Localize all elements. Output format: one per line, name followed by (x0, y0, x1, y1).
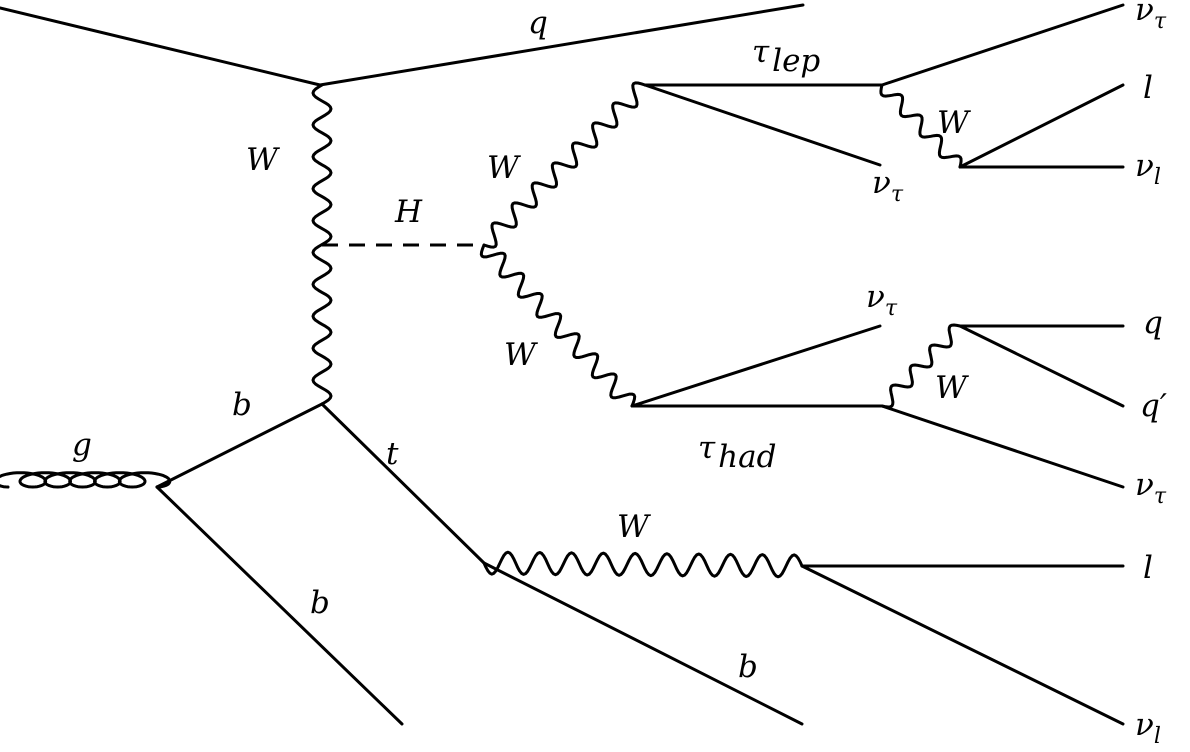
label-w-upper: W (487, 150, 521, 186)
label-w-from-top: W (617, 509, 651, 545)
label-higgs: H (394, 194, 423, 230)
w-leptonic-line (879, 83, 963, 169)
gluon-line (0, 471, 172, 489)
w-from-top-line (482, 550, 804, 579)
w-t-channel-line (311, 83, 333, 406)
b-quark-internal-line (155, 402, 324, 489)
label-tau-lep: τlep (752, 34, 820, 79)
label-nu-tau-lower-right: ντ (1135, 467, 1167, 509)
label-lepton-upper: l (1143, 70, 1153, 106)
w-upper-line (482, 81, 647, 249)
boson-lines (311, 81, 963, 579)
label-nu-tau-upper-right: ντ (1135, 0, 1167, 34)
w-hadronic-line (880, 323, 962, 409)
nu-tau-outgoing-lower-line (880, 404, 1125, 489)
w-lower-line (479, 243, 637, 408)
quark-q-prime-line (958, 324, 1125, 408)
b-from-top-line (482, 561, 804, 726)
label-nu-tau-upper-mid: ντ (872, 165, 904, 207)
label-b-right: b (738, 649, 758, 685)
label-nu-tau-lower-mid: ντ (866, 279, 898, 321)
label-lepton-lower: l (1143, 550, 1153, 586)
label-w-leptonic: W (937, 105, 971, 141)
label-quark-q: q (1143, 305, 1163, 341)
label-w-hadronic: W (935, 370, 969, 406)
nu-tau-from-upper-w-line (643, 83, 882, 167)
outgoing-quark-line (318, 3, 805, 87)
b-quark-outgoing-line (155, 485, 404, 726)
label-nu-l-upper: νl (1135, 148, 1161, 190)
label-nu-l-lower: νl (1135, 707, 1161, 749)
label-tau-had: τhad (698, 430, 776, 475)
label-quark-q-prime: q′ (1140, 388, 1167, 424)
label-w-t-channel: W (246, 142, 280, 178)
nu-l-lower-line (800, 564, 1125, 726)
lepton-upper-line (958, 83, 1125, 169)
particle-labels: q W H W W τlep τhad ντ W l νl ντ ντ W q … (72, 0, 1167, 749)
top-quark-line (320, 402, 486, 565)
label-b-lower: b (310, 585, 330, 621)
label-b-upper: b (232, 387, 252, 423)
label-top: t (386, 436, 399, 472)
incoming-quark-line (0, 6, 322, 87)
nu-tau-outgoing-upper-line (880, 3, 1125, 87)
label-q-top: q (528, 5, 548, 41)
label-gluon: g (72, 427, 92, 463)
nu-tau-from-lower-w-line (630, 324, 882, 408)
label-w-lower: W (504, 337, 538, 373)
fermion-lines (0, 3, 1125, 726)
